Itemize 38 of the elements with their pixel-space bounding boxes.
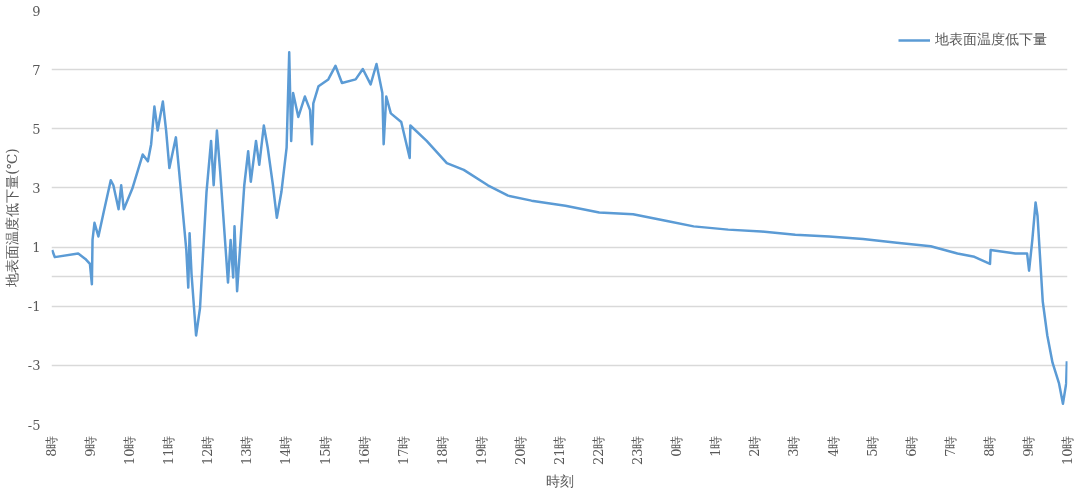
- y-tick-label: -3: [27, 358, 41, 374]
- x-tick-label: 16時: [356, 435, 372, 466]
- legend-label: 地表面温度低下量: [935, 31, 1047, 49]
- x-tick-label: 23時: [630, 435, 646, 466]
- x-tick-label: 2時: [747, 435, 763, 457]
- x-tick-label: 4時: [825, 435, 841, 457]
- y-tick-label: 3: [32, 180, 41, 196]
- x-tick-label: 10時: [122, 435, 138, 466]
- x-tick-label: 12時: [200, 435, 216, 466]
- x-tick-label: 9時: [1020, 435, 1036, 457]
- x-tick-label: 11時: [161, 435, 177, 466]
- x-tick-label: 13時: [239, 435, 255, 466]
- y-tick-label: 1: [32, 240, 41, 256]
- x-tick-label: 22時: [591, 435, 607, 466]
- x-tick-label: 1時: [708, 435, 724, 457]
- x-tick-label: 3時: [786, 435, 802, 457]
- x-tick-label: 18時: [434, 435, 450, 466]
- x-tick-label: 5時: [864, 435, 880, 457]
- x-tick-label: 10時: [1060, 435, 1075, 466]
- y-tick-label: -1: [27, 299, 41, 315]
- y-tick-label: 5: [32, 121, 41, 137]
- x-tick-label: 8時: [981, 435, 997, 457]
- x-tick-label: 15時: [317, 435, 333, 466]
- y-axis-title: 地表面温度低下量(℃): [3, 148, 20, 288]
- x-tick-label: 8時: [44, 435, 59, 457]
- x-tick-label: 14時: [278, 435, 294, 466]
- y-tick-label: 7: [32, 62, 41, 78]
- x-tick-label: 19時: [473, 435, 489, 466]
- x-tick-label: 0時: [669, 435, 685, 457]
- x-tick-label: 20時: [512, 435, 528, 466]
- y-tick-label: 9: [32, 3, 41, 19]
- x-tick-label: 9時: [83, 435, 99, 457]
- x-axis-title: 時刻: [545, 473, 574, 490]
- x-tick-label: 6時: [903, 435, 919, 457]
- x-tick-label: 21時: [552, 435, 567, 466]
- x-tick-label: 7時: [942, 435, 958, 457]
- y-tick-label: -5: [27, 417, 41, 433]
- x-tick-label: 17時: [395, 435, 411, 466]
